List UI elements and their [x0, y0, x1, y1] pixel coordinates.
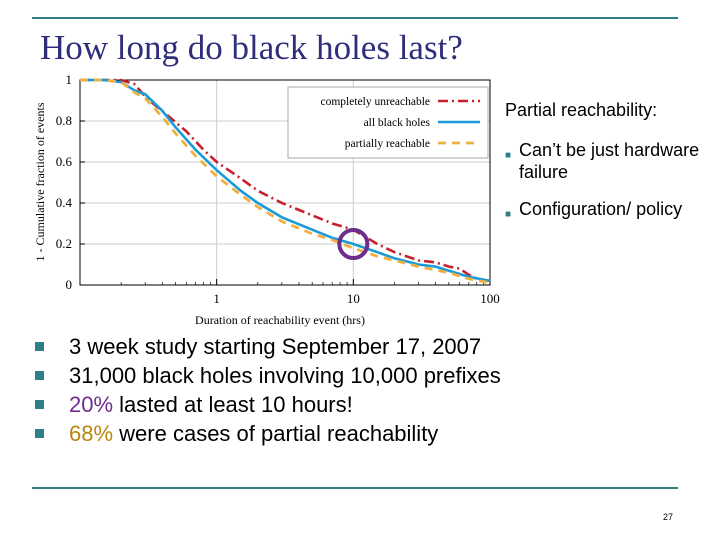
- square-bullet-icon: [35, 342, 44, 351]
- legend-label: partially reachable: [345, 138, 430, 150]
- square-bullet-icon: [35, 429, 44, 438]
- list-item: 68% were cases of partial reachability: [35, 419, 501, 448]
- legend-label: completely unreachable: [320, 96, 430, 108]
- list-item: 3 week study starting September 17, 2007: [35, 332, 501, 361]
- y-tick-label: 0.8: [56, 113, 72, 128]
- x-tick-label: 10: [347, 291, 360, 306]
- highlight-68-percent: 68%: [69, 420, 114, 446]
- side-subbullet-text: Can’t be just hardware failure: [519, 140, 700, 182]
- partially-reachable-line: [80, 78, 491, 285]
- y-tick-label: 0.2: [56, 236, 72, 251]
- page-number: 27: [663, 512, 674, 522]
- plot-frame: [79, 79, 491, 286]
- highlight-circle: [337, 228, 370, 260]
- y-tick-label: 0.4: [56, 195, 73, 210]
- y-tick-label: 0: [66, 277, 73, 292]
- side-panel: Partial reachability: ■ Can’t be just ha…: [505, 100, 710, 241]
- side-heading: Partial reachability:: [505, 100, 658, 120]
- bullet-text: 3 week study starting September 17, 2007: [69, 333, 482, 359]
- square-bullet-icon: ■: [505, 209, 512, 220]
- bottom-rule: [32, 487, 678, 489]
- bullet-text: were cases of partial reachability: [113, 420, 439, 446]
- list-item: 20% lasted at least 10 hours!: [35, 390, 501, 419]
- side-subbullet-text: Configuration/ policy: [519, 199, 683, 219]
- y-axis-label: 1 - Cumulative fraction of events: [33, 102, 47, 261]
- square-bullet-icon: ■: [505, 150, 512, 161]
- legend-label: all black holes: [364, 117, 431, 129]
- list-item: 31,000 black holes involving 10,000 pref…: [35, 361, 501, 390]
- y-tick-label: 0.6: [56, 154, 73, 169]
- top-rule: [32, 17, 678, 19]
- x-axis-label: Duration of reachability event (hrs): [195, 313, 365, 327]
- square-bullet-icon: [35, 400, 44, 409]
- x-tick-label: 1: [213, 291, 220, 306]
- y-tick-label: 1: [66, 72, 73, 87]
- highlight-20-percent: 20%: [69, 391, 114, 417]
- completely-unreachable-line: [80, 78, 491, 283]
- all-black-holes-line: [80, 78, 491, 283]
- bullet-text: 31,000 black holes involving 10,000 pref…: [69, 362, 501, 388]
- ccdf-chart: 1 10 100 0 0.2 0.4 0.6 0.8 1 completely unreacha…: [33, 72, 500, 327]
- side-subbullet: ■ Configuration/ policy: [505, 198, 710, 226]
- side-subbullet: ■ Can’t be just hardware failure: [505, 139, 710, 183]
- bullet-list: 3 week study starting September 17, 2007…: [35, 332, 501, 448]
- page-title: How long do black holes last?: [40, 28, 463, 67]
- square-bullet-icon: [35, 371, 44, 380]
- bullet-text: lasted at least 10 hours!: [113, 391, 353, 417]
- x-tick-label: 100: [480, 291, 500, 306]
